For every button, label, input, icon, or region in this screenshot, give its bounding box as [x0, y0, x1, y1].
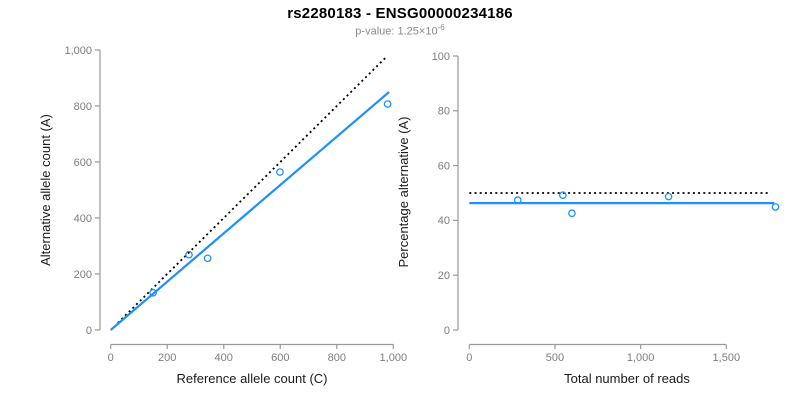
- y-tick-label: 100: [432, 51, 450, 63]
- data-point: [276, 168, 284, 176]
- page-title: rs2280183 - ENSG00000234186: [287, 5, 513, 22]
- y-tick-label: 40: [438, 215, 450, 227]
- x-tick-label: 500: [546, 352, 564, 364]
- x-tick-label: 1,000: [627, 352, 655, 364]
- data-point: [149, 288, 157, 297]
- p-value-subtitle: p-value: 1.25×10-6: [0, 23, 800, 38]
- left-plot: 0 200 400 600 800 1,000 0 200 400 600 800 1,000: [64, 45, 407, 364]
- x-tick-label: 800: [328, 352, 346, 364]
- y-tick-label: 0: [86, 325, 92, 337]
- x-tick-label: 600: [271, 352, 289, 364]
- x-tick-label: 200: [158, 352, 176, 364]
- x-tick-label: 0: [466, 352, 472, 364]
- right-y-axis-title: Percentage alternative (A): [396, 116, 411, 268]
- data-point: [203, 254, 212, 263]
- y-tick-label: 0: [444, 325, 450, 337]
- x-tick-label: 1,000: [380, 352, 408, 364]
- left-x-axis-title: Reference allele count (C): [176, 371, 328, 386]
- left-y-axis-title: Alternative allele count (A): [38, 114, 53, 266]
- right-plot: 0 500 1,000 1,500 0 20 40 60 80 100: [432, 51, 780, 364]
- x-tick-label: 400: [215, 352, 233, 364]
- right-x-axis-title: Total number of reads: [564, 371, 690, 386]
- data-point: [558, 191, 567, 200]
- y-tick-label: 20: [438, 270, 450, 282]
- data-point: [383, 100, 392, 108]
- identity-line: [117, 56, 387, 324]
- data-point: [568, 209, 576, 218]
- y-tick-label: 400: [74, 213, 92, 225]
- data-point: [185, 250, 193, 259]
- x-tick-label: 0: [108, 352, 114, 364]
- data-point: [771, 203, 780, 211]
- data-point: [664, 192, 673, 201]
- y-tick-label: 600: [74, 157, 92, 169]
- subtitle-text: p-value: 1.25×10: [355, 25, 438, 38]
- y-tick-label: 1,000: [64, 45, 92, 57]
- data-point: [513, 196, 522, 204]
- y-tick-label: 80: [438, 106, 450, 118]
- x-tick-label: 1,500: [713, 352, 741, 364]
- fit-line: [109, 91, 390, 331]
- y-tick-label: 800: [74, 101, 92, 113]
- y-tick-label: 60: [438, 160, 450, 172]
- subtitle-exponent: -6: [437, 23, 445, 32]
- y-tick-label: 200: [74, 269, 92, 281]
